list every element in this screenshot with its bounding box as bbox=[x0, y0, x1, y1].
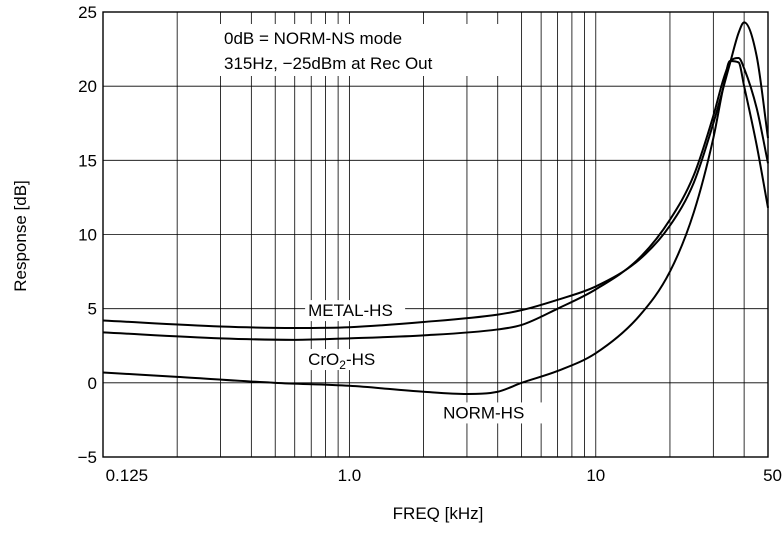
annotation-box: 0dB = NORM-NS mode 315Hz, −25dBm at Rec … bbox=[218, 24, 518, 76]
series-label-metal-hs: METAL-HS bbox=[308, 301, 393, 320]
series-line-norm-hs bbox=[102, 59, 769, 395]
x-tick-label: 0.125 bbox=[106, 466, 149, 485]
x-tick-label: 50 bbox=[763, 466, 782, 485]
y-axis-title: Response [dB] bbox=[11, 180, 30, 292]
series-label-suffix: -HS bbox=[346, 350, 375, 369]
x-axis-title: FREQ [kHz] bbox=[393, 504, 484, 523]
series-label-bg-cro2-hs bbox=[305, 349, 398, 371]
annotation-line-1: 0dB = NORM-NS mode bbox=[224, 29, 402, 48]
series-lines bbox=[102, 21, 769, 395]
annotation-background bbox=[218, 24, 518, 76]
y-tick-label: −5 bbox=[78, 448, 97, 467]
x-tick-label: 10 bbox=[586, 466, 605, 485]
y-tick-label: 15 bbox=[78, 151, 97, 170]
series-line-metal-hs bbox=[102, 21, 769, 329]
y-tick-label: 25 bbox=[78, 3, 97, 22]
series-label-norm-hs: NORM-HS bbox=[443, 403, 524, 422]
series-label-bg-metal-hs bbox=[305, 300, 406, 322]
grid bbox=[103, 12, 768, 457]
series-label-cro2-hs: CrO2-HS bbox=[308, 350, 375, 372]
plot-area-frame bbox=[102, 11, 769, 458]
series-labels: METAL-HS CrO2-HS NORM-HS bbox=[305, 300, 543, 424]
y-tick-label: 0 bbox=[88, 374, 97, 393]
series-line-cro2-hs bbox=[102, 56, 769, 341]
tick-labels: 0.125 1.0 10 50 −5 0 5 10 15 20 25 bbox=[78, 3, 782, 485]
series-label-subscript: 2 bbox=[339, 358, 346, 372]
x-tick-label: 1.0 bbox=[338, 466, 362, 485]
annotation-line-2: 315Hz, −25dBm at Rec Out bbox=[224, 54, 433, 73]
y-tick-label: 10 bbox=[78, 226, 97, 245]
series-label-bg-norm-hs bbox=[440, 402, 543, 424]
y-tick-label: 20 bbox=[78, 77, 97, 96]
y-tick-label: 5 bbox=[88, 300, 97, 319]
